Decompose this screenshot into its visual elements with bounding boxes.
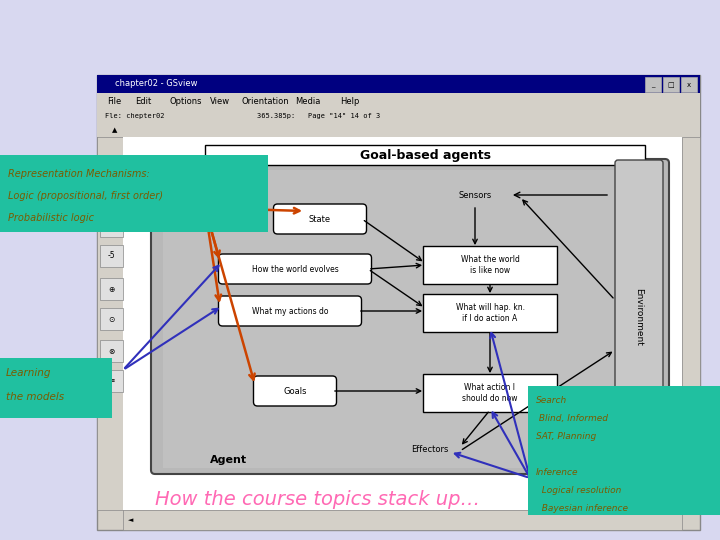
Text: +: +	[108, 161, 114, 171]
Text: Search: Search	[536, 396, 567, 405]
Bar	[682, 137, 700, 510]
Bar	[100, 185, 123, 207]
Text: SAT, Planning: SAT, Planning	[536, 432, 596, 441]
Text: Edit: Edit	[135, 97, 151, 105]
Text: Logical resolution: Logical resolution	[536, 486, 621, 495]
Bar	[97, 109, 700, 123]
Bar	[97, 75, 700, 93]
FancyBboxPatch shape	[423, 294, 557, 332]
Text: How the course topics stack up…: How the course topics stack up…	[155, 490, 480, 509]
Text: ⊗: ⊗	[108, 347, 114, 355]
Text: ⊙: ⊙	[108, 314, 114, 323]
Text: Fle: chepter02: Fle: chepter02	[105, 113, 164, 119]
Text: ≡: ≡	[108, 376, 114, 386]
Bar	[100, 370, 123, 392]
FancyBboxPatch shape	[151, 159, 669, 474]
Bar	[97, 75, 700, 530]
Bar	[663, 77, 679, 92]
Bar	[100, 155, 123, 177]
Text: What action I
should do now: What action I should do now	[462, 383, 518, 403]
Bar	[100, 245, 123, 267]
FancyBboxPatch shape	[423, 246, 557, 284]
Text: x: x	[687, 82, 691, 88]
Text: Options: Options	[170, 97, 202, 105]
Bar	[163, 170, 618, 468]
Text: -5: -5	[107, 252, 114, 260]
Text: ◄: ◄	[128, 517, 133, 523]
Text: Blind, Informed: Blind, Informed	[536, 414, 608, 423]
Bar	[123, 137, 682, 510]
Text: Help: Help	[340, 97, 359, 105]
Text: Agent: Agent	[210, 455, 247, 465]
FancyBboxPatch shape	[218, 296, 361, 326]
FancyBboxPatch shape	[423, 374, 557, 412]
Text: Effectors: Effectors	[411, 446, 449, 455]
Bar	[97, 123, 700, 137]
FancyBboxPatch shape	[615, 160, 663, 473]
Text: What my actions do: What my actions do	[252, 307, 328, 315]
Text: 365.385p:   Page "14" 14 of 3: 365.385p: Page "14" 14 of 3	[257, 113, 380, 119]
Text: Media: Media	[295, 97, 320, 105]
FancyBboxPatch shape	[274, 204, 366, 234]
Bar	[645, 77, 661, 92]
Text: Bayesian inference: Bayesian inference	[536, 504, 628, 513]
Text: ⊕: ⊕	[108, 285, 114, 294]
Bar	[681, 77, 697, 92]
Text: File: File	[107, 97, 121, 105]
Text: Orientation: Orientation	[242, 97, 289, 105]
Text: Learning: Learning	[6, 368, 52, 378]
Text: the models: the models	[6, 392, 64, 402]
Bar	[205, 145, 645, 165]
Bar	[0, 155, 268, 232]
Bar	[97, 137, 123, 510]
Text: Representation Mechanisms:: Representation Mechanisms:	[8, 169, 150, 179]
FancyBboxPatch shape	[218, 254, 372, 284]
Bar	[100, 340, 123, 362]
Bar	[0, 358, 112, 418]
Bar	[123, 510, 682, 530]
Text: What will hap. kn.
if I do action A: What will hap. kn. if I do action A	[456, 303, 524, 323]
Text: -: -	[109, 192, 112, 200]
Text: _: _	[652, 82, 654, 88]
Text: Goals: Goals	[283, 387, 307, 395]
Bar	[100, 278, 123, 300]
Text: □: □	[667, 82, 675, 88]
Text: Environment: Environment	[634, 288, 644, 346]
Text: +5: +5	[105, 221, 117, 231]
Text: State: State	[309, 214, 331, 224]
FancyBboxPatch shape	[253, 376, 336, 406]
Bar	[100, 308, 123, 330]
Text: ▲: ▲	[112, 127, 117, 133]
Text: How the world evolves: How the world evolves	[251, 265, 338, 273]
Text: View: View	[210, 97, 230, 105]
Text: Sensors: Sensors	[459, 191, 492, 199]
Text: What the world
is like now: What the world is like now	[461, 255, 519, 275]
Text: Probabilistic logic: Probabilistic logic	[8, 213, 94, 223]
Text: Logic (propositional, first order): Logic (propositional, first order)	[8, 191, 163, 201]
Text: Goal-based agents: Goal-based agents	[359, 148, 490, 161]
Text: chapter02 - GSview: chapter02 - GSview	[115, 79, 197, 89]
Text: Inference: Inference	[536, 468, 578, 477]
Bar	[528, 386, 720, 515]
Bar	[100, 215, 123, 237]
Bar	[97, 93, 700, 109]
